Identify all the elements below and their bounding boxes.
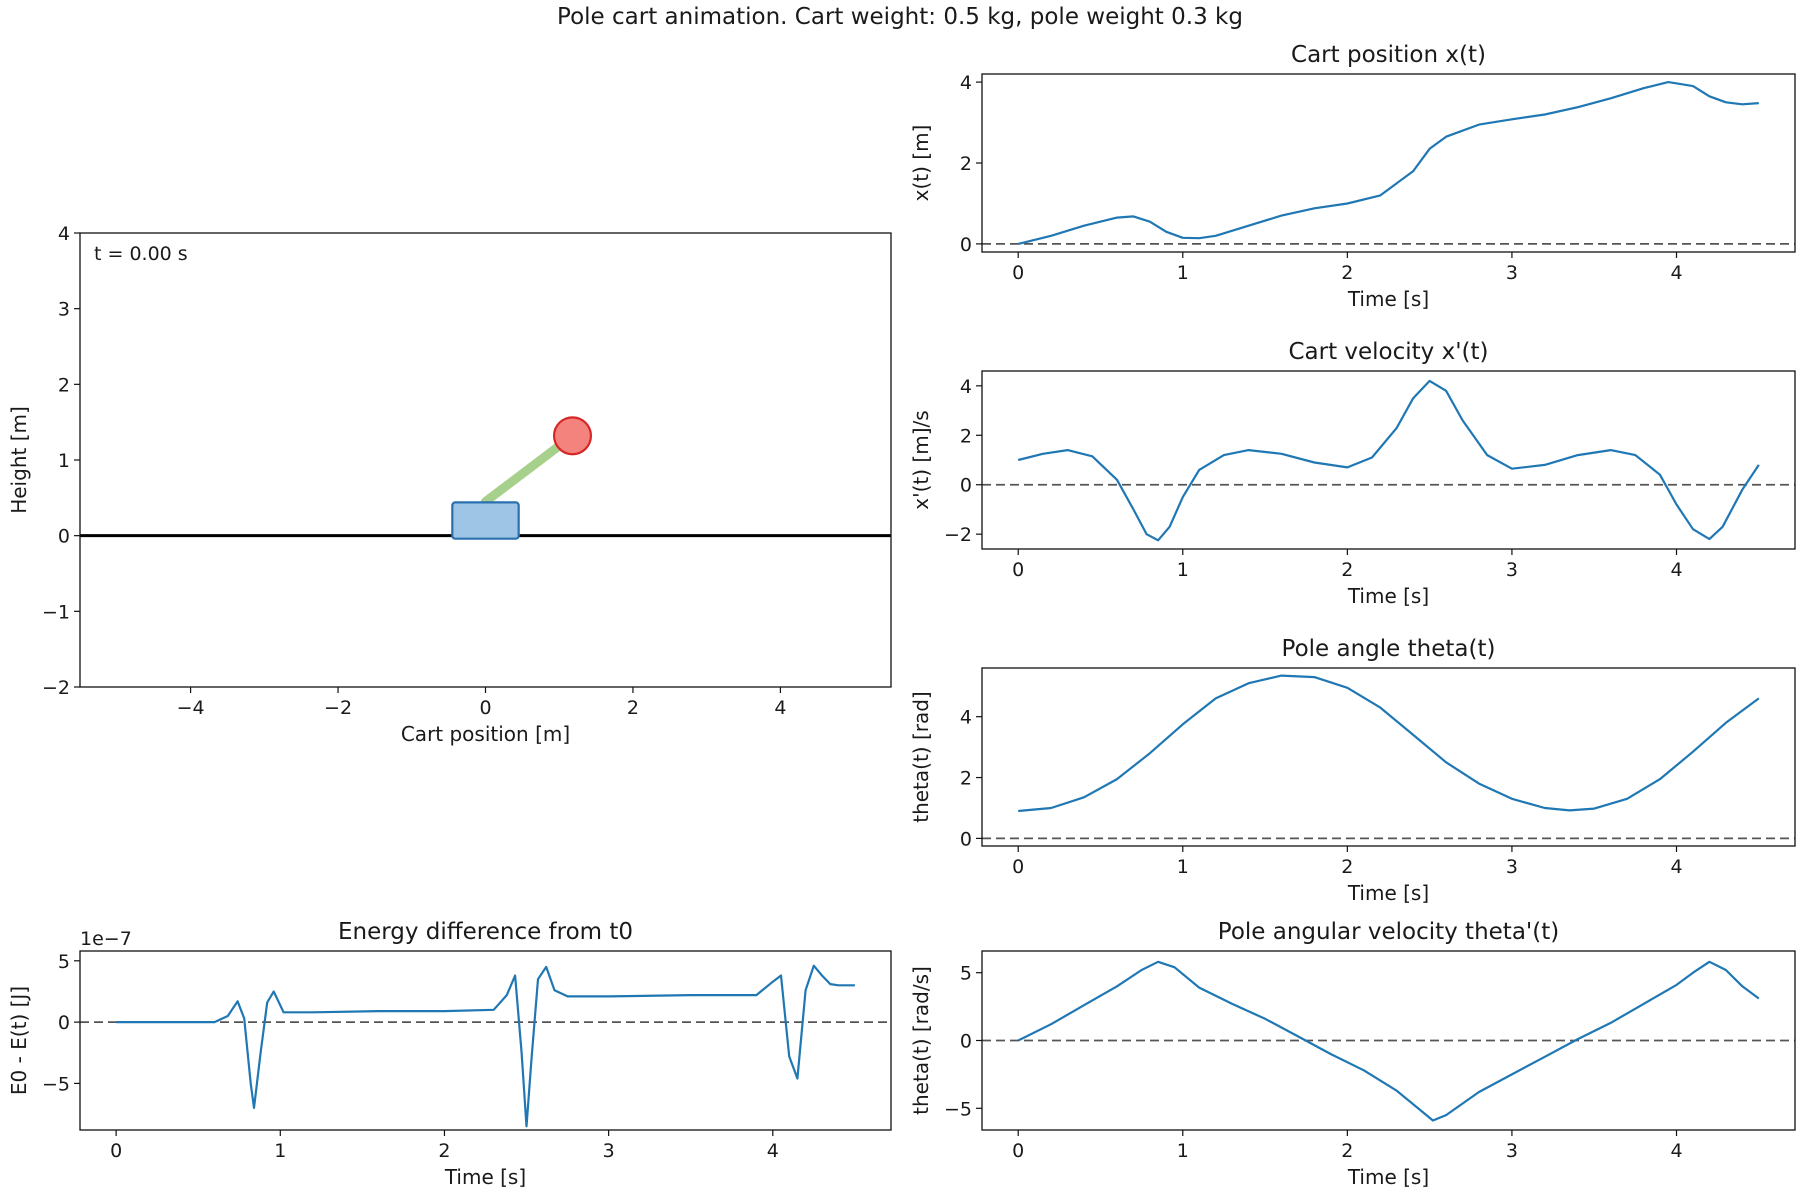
time-annotation: t = 0.00 s [94,243,188,265]
angular_velocity-xtick-label: 4 [1670,1140,1682,1162]
angle-xtick-label: 2 [1341,856,1353,878]
velocity-ytick-label: −2 [944,524,972,546]
position-ytick-label: 4 [960,72,972,94]
position-title: Cart position x(t) [1291,42,1486,68]
position-axes-frame [981,73,1796,253]
energy-ytick-label: −5 [42,1073,70,1095]
figure-suptitle: Pole cart animation. Cart weight: 0.5 kg… [557,4,1243,30]
animation-ytick-label: 1 [58,450,70,472]
position-xtick-label: 1 [1177,262,1189,284]
position-xtick-label: 3 [1506,262,1518,284]
animation-xtick-label: 2 [627,697,639,719]
velocity-axes-frame [981,370,1796,550]
angular_velocity-xtick-label: 1 [1177,1140,1189,1162]
panel-angular_velocity: Pole angular velocity theta'(t) 0 1 2 3 4 −5 0 5… [909,919,1796,1189]
angle-xtick-label: 4 [1670,856,1682,878]
velocity-xlabel: Time [s] [1347,584,1429,608]
energy-xtick-label: 0 [110,1140,122,1162]
angular_velocity-xtick-label: 0 [1012,1140,1024,1162]
angular_velocity-xlabel: Time [s] [1347,1165,1429,1189]
angle-xtick-label: 3 [1506,856,1518,878]
angle-ylabel: theta(t) [rad] [909,691,933,823]
velocity-xtick-label: 0 [1012,559,1024,581]
velocity-xtick-label: 2 [1341,559,1353,581]
energy-ytick-label: 5 [58,951,70,973]
position-xtick-label: 0 [1012,262,1024,284]
animation-xtick-label: 4 [774,697,786,719]
position-xtick-label: 2 [1341,262,1353,284]
animation-xtick-label: −4 [177,697,205,719]
pole-bob [552,416,593,456]
angle-xlabel: Time [s] [1347,881,1429,905]
angular_velocity-ytick-label: 0 [960,1031,972,1053]
animation-ylabel: Height [m] [7,406,31,514]
velocity-ytick-label: 4 [960,376,972,398]
velocity-ytick-label: 2 [960,425,972,447]
angular_velocity-series-line [1017,960,1760,1122]
panel-angle: Pole angle theta(t) 0 1 2 3 4 0 2 4 Time [s] theta… [909,636,1796,905]
angle-title: Pole angle theta(t) [1282,636,1496,662]
velocity-series-line [1017,379,1760,542]
energy-xtick-label: 3 [603,1140,615,1162]
angle-ytick-label: 2 [960,768,972,790]
angular_velocity-xtick-label: 3 [1506,1140,1518,1162]
angle-xtick-label: 0 [1012,856,1024,878]
angle-series-line [1018,674,1760,813]
panel-energy: Energy difference from t0 0 1 2 3 4 −5 0 5 1e−7 Ti… [7,919,892,1189]
energy-xtick-label: 4 [767,1140,779,1162]
angular_velocity-ytick-label: −5 [944,1098,972,1120]
velocity-xtick-label: 3 [1506,559,1518,581]
energy-offset-text: 1e−7 [80,928,132,950]
energy-xtick-label: 2 [438,1140,450,1162]
animation-ytick-label: 0 [58,526,70,548]
animation-ytick-label: −2 [42,677,70,699]
panel-position: Cart position x(t) 0 1 2 3 4 0 2 4 Time [s] x(t) [… [909,42,1796,311]
panel-animation: t = 0.00 s −4 −2 0 2 4 −2 −1 0 1 2 3 4 Cart position … [7,223,892,746]
position-ytick-label: 0 [960,234,972,256]
position-xtick-label: 4 [1670,262,1682,284]
velocity-ylabel: x'(t) [m]/s [909,410,933,509]
animation-ytick-label: 2 [58,374,70,396]
animation-xtick-label: −2 [324,697,352,719]
position-series-line [1017,80,1759,245]
energy-axes-frame [79,950,892,1131]
angular_velocity-title: Pole angular velocity theta'(t) [1218,919,1559,945]
angular_velocity-xtick-label: 2 [1341,1140,1353,1162]
energy-ylabel: E0 - E(t) [J] [7,986,31,1095]
velocity-ytick-label: 0 [960,475,972,497]
energy-xlabel: Time [s] [444,1165,526,1189]
angle-xtick-label: 1 [1177,856,1189,878]
panel-velocity: Cart velocity x'(t) 0 1 2 3 4 −2 0 2 4 Time [s] x'(… [909,339,1796,608]
velocity-title: Cart velocity x'(t) [1288,339,1488,365]
animation-ytick-label: 3 [58,299,70,321]
angular_velocity-ytick-label: 5 [960,963,972,985]
angle-axes-frame [981,667,1796,847]
animation-xtick-label: 0 [479,697,491,719]
animation-ytick-label: 4 [58,223,70,245]
angular_velocity-ylabel: theta(t) [rad/s] [909,966,933,1115]
animation-axes-frame [79,232,892,688]
position-ytick-label: 2 [960,153,972,175]
animation-ytick-label: −1 [42,601,70,623]
cart [451,501,520,540]
animation-xlabel: Cart position [m] [401,722,570,746]
angle-ytick-label: 4 [960,707,972,729]
energy-ytick-label: 0 [58,1012,70,1034]
energy-xtick-label: 1 [274,1140,286,1162]
position-xlabel: Time [s] [1347,287,1429,311]
velocity-xtick-label: 1 [1177,559,1189,581]
position-ylabel: x(t) [m] [909,125,933,202]
velocity-xtick-label: 4 [1670,559,1682,581]
energy-series-line [116,964,855,1128]
angle-ytick-label: 0 [960,828,972,850]
energy-title: Energy difference from t0 [338,919,633,945]
